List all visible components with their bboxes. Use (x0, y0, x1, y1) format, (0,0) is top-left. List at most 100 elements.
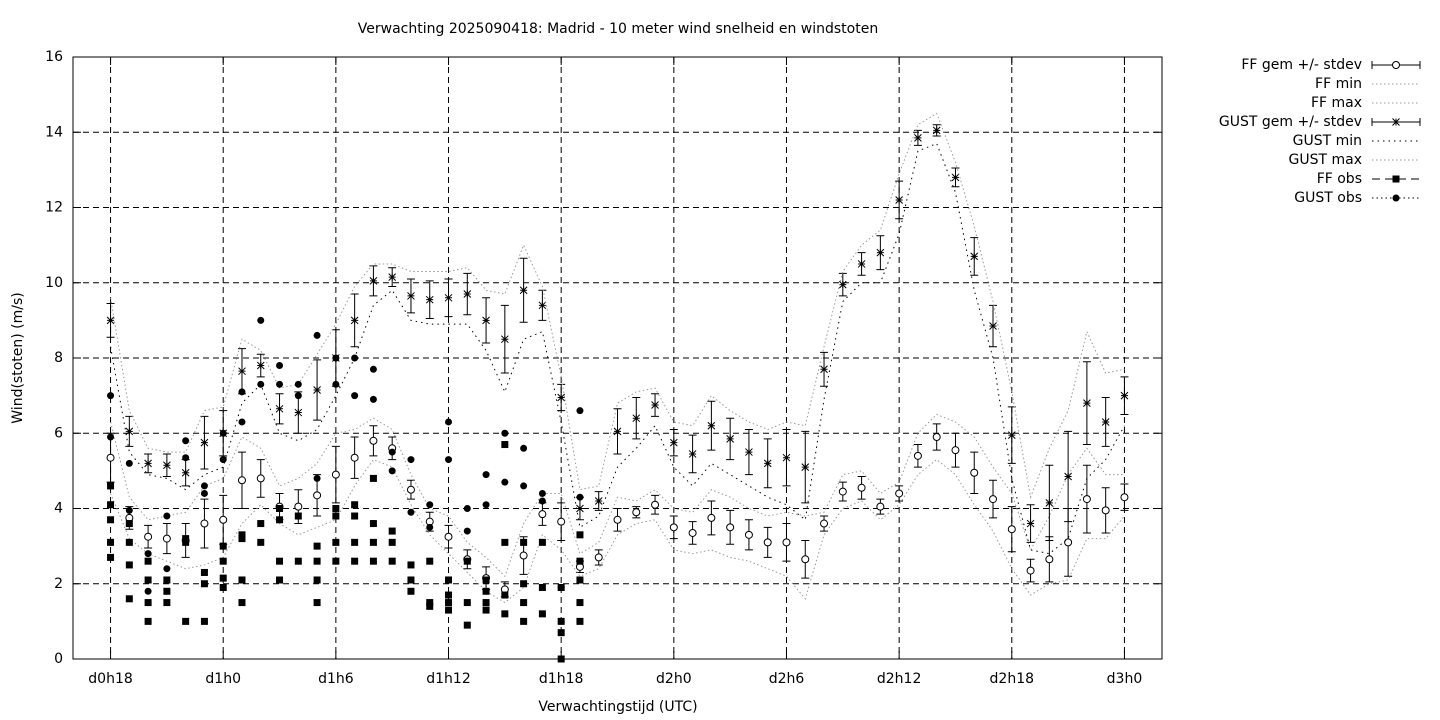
marker (445, 418, 453, 426)
marker (594, 553, 603, 562)
marker (313, 331, 321, 339)
marker (257, 538, 265, 546)
marker (369, 557, 377, 565)
marker (501, 441, 509, 449)
marker (388, 557, 396, 565)
marker (745, 448, 753, 456)
marker (219, 584, 227, 592)
marker (520, 444, 528, 452)
marker (557, 629, 565, 637)
marker (951, 446, 960, 455)
y-tick-label: 2 (54, 576, 63, 592)
y-tick-label: 16 (45, 49, 63, 65)
marker (914, 134, 922, 142)
marker (482, 599, 490, 607)
y-tick-label: 8 (54, 350, 63, 366)
marker (669, 438, 678, 447)
marker (406, 485, 415, 494)
marker (594, 497, 603, 505)
marker (144, 587, 152, 595)
min-max-line (110, 112, 1125, 500)
marker (125, 520, 133, 528)
marker (557, 517, 566, 526)
marker (219, 456, 227, 464)
marker (107, 516, 115, 524)
marker (106, 453, 115, 462)
marker (351, 392, 359, 400)
marker (576, 617, 584, 625)
marker (463, 527, 471, 535)
legend-label: FF max (1311, 95, 1362, 111)
marker (200, 438, 209, 447)
marker (162, 534, 171, 543)
x-tick-label: d2h0 (656, 671, 692, 687)
marker (444, 532, 453, 541)
chart-title: Verwachting 2025090418: Madrid - 10 mete… (358, 21, 878, 37)
marker (651, 500, 660, 509)
marker (576, 531, 584, 539)
marker (257, 380, 265, 388)
marker (538, 538, 546, 546)
marker (1007, 431, 1016, 439)
marker (913, 451, 922, 460)
marker (276, 380, 284, 388)
marker (613, 515, 622, 524)
marker (801, 555, 810, 564)
marker (632, 508, 641, 517)
marker (369, 277, 378, 285)
marker (200, 580, 208, 588)
marker (688, 528, 697, 537)
marker (407, 561, 415, 569)
marker (782, 538, 791, 547)
marker (163, 461, 171, 470)
marker (350, 453, 359, 462)
marker (576, 576, 584, 584)
marker (520, 599, 528, 607)
legend-sample (1371, 61, 1421, 69)
marker (520, 538, 528, 546)
marker (163, 565, 171, 573)
marker (989, 495, 998, 504)
marker (107, 501, 115, 509)
marker (125, 561, 133, 569)
x-tick-label: d1h0 (205, 671, 241, 687)
marker (351, 557, 359, 565)
marker (407, 576, 415, 584)
marker (932, 126, 941, 135)
marker (1120, 391, 1129, 400)
marker (482, 587, 490, 595)
marker (332, 538, 340, 546)
marker (200, 489, 208, 497)
marker (520, 580, 528, 588)
legend-label: GUST min (1293, 133, 1362, 149)
legend-label: FF gem +/- stdev (1241, 57, 1362, 73)
y-axis-label: Wind(stoten) (m/s) (10, 292, 26, 423)
marker (538, 584, 546, 592)
legend-label: GUST max (1289, 152, 1363, 168)
marker (500, 335, 509, 344)
marker (106, 316, 115, 325)
marker (820, 365, 828, 374)
marker (782, 453, 791, 462)
marker (482, 316, 490, 325)
marker (238, 535, 246, 543)
marker (369, 520, 377, 528)
marker (501, 538, 509, 546)
marker (876, 248, 885, 257)
x-axis-label: Verwachtingstijd (UTC) (538, 699, 697, 715)
marker (407, 292, 415, 300)
marker (501, 478, 509, 486)
marker (257, 520, 265, 528)
marker (238, 418, 246, 426)
marker (970, 252, 979, 261)
marker (276, 362, 284, 370)
marker (313, 542, 321, 550)
marker (989, 322, 997, 330)
marker (482, 606, 490, 614)
marker (1392, 194, 1400, 202)
marker (125, 506, 133, 514)
marker (632, 414, 641, 423)
marker (1392, 118, 1400, 126)
marker (1007, 525, 1016, 534)
